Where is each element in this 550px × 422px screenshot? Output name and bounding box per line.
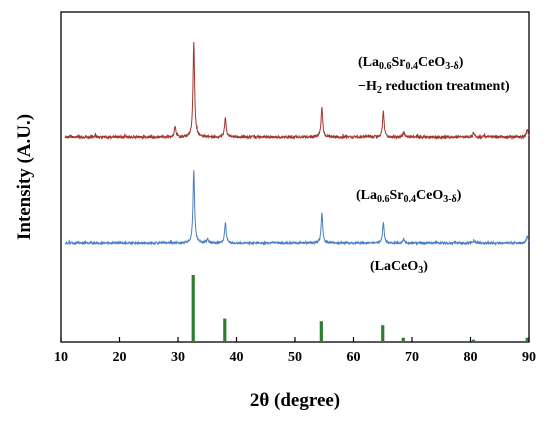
- label-subscript: 2: [377, 85, 382, 96]
- label-text: CeO: [418, 55, 445, 70]
- label-text: Sr: [390, 188, 404, 203]
- x-tick-label: 70: [405, 350, 419, 365]
- label-subscript: 0.4: [404, 194, 417, 205]
- series-line: [64, 170, 530, 246]
- series-label: (La0.6Sr0.4CeO3-δ): [358, 55, 464, 72]
- series-line: [64, 42, 530, 141]
- label-subscript: 3: [418, 265, 423, 276]
- x-axis-ticks: 10 20 30 40 50 60 70 80 90: [54, 337, 536, 365]
- label-text: (La: [358, 55, 379, 70]
- label-subscript: 3-δ: [445, 61, 459, 72]
- label-text: Sr: [392, 55, 406, 70]
- label-text: ): [457, 188, 462, 203]
- series-label: (La0.6Sr0.4CeO3-δ): [356, 188, 462, 205]
- label-subscript: 0.6: [379, 61, 392, 72]
- x-tick-label: 60: [347, 350, 361, 365]
- label-text: ): [459, 55, 464, 70]
- series-label: (LaCeO3): [370, 259, 428, 276]
- label-text: (La: [356, 188, 377, 203]
- label-text: (LaCeO: [370, 259, 418, 274]
- x-axis-label: 2θ (degree): [250, 390, 340, 411]
- label-text: CeO: [416, 188, 443, 203]
- x-tick-label: 40: [230, 350, 244, 365]
- label-subscript: 3-δ: [443, 194, 457, 205]
- series-label: −H2 reduction treatment): [358, 79, 510, 96]
- label-subscript: 0.4: [406, 61, 419, 72]
- x-tick-label: 50: [288, 350, 302, 365]
- label-text: ): [423, 259, 428, 274]
- series-labels-layer: (La0.6Sr0.4CeO3-δ)−H2 reduction treatmen…: [356, 55, 510, 276]
- x-tick-label: 20: [113, 350, 127, 365]
- label-text: −H: [358, 79, 377, 94]
- y-axis-label: Intensity (A.U.): [14, 114, 35, 240]
- x-tick-label: 90: [522, 350, 536, 365]
- traces-layer: [64, 42, 530, 341]
- x-tick-label: 10: [54, 350, 68, 365]
- x-tick-label: 80: [464, 350, 478, 365]
- label-subscript: 0.6: [377, 194, 390, 205]
- label-text: reduction treatment): [382, 79, 510, 94]
- x-tick-label: 30: [171, 350, 185, 365]
